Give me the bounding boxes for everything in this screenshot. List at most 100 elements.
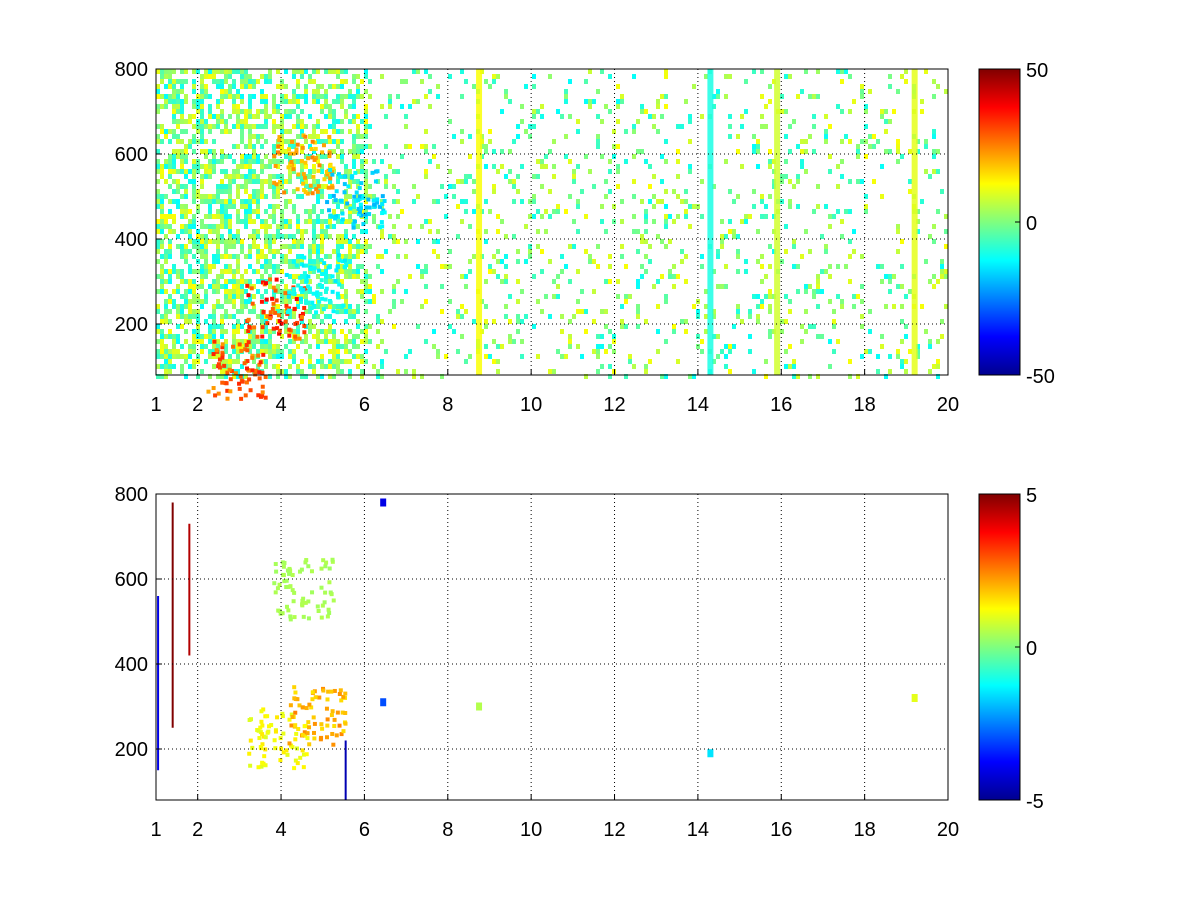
heatmap-cell xyxy=(264,344,268,349)
heatmap-cell xyxy=(272,364,276,369)
heatmap-blob-cell xyxy=(307,702,312,707)
heatmap-cell xyxy=(164,69,168,74)
heatmap-cell xyxy=(412,69,416,74)
colorbar-tick-label: 50 xyxy=(1026,60,1048,82)
heatmap-cell xyxy=(640,199,644,204)
heatmap-cell xyxy=(928,369,932,374)
heatmap-cell xyxy=(204,154,208,159)
heatmap-cell xyxy=(472,179,476,184)
heatmap-cell xyxy=(564,134,568,139)
heatmap-cell xyxy=(852,229,856,234)
heatmap-cell xyxy=(624,129,628,134)
heatmap-cell xyxy=(256,189,260,194)
heatmap-blob-cell xyxy=(250,745,255,750)
heatmap-cell xyxy=(292,279,296,284)
heatmap-cell xyxy=(164,194,168,199)
heatmap-cell xyxy=(228,154,232,159)
heatmap-cell xyxy=(340,284,344,289)
heatmap-cell xyxy=(164,214,168,219)
heatmap-cell xyxy=(196,189,200,194)
heatmap-cell xyxy=(840,109,844,114)
heatmap-cell xyxy=(304,154,308,159)
heatmap-cell xyxy=(276,349,280,354)
heatmap-cell xyxy=(768,289,772,294)
heatmap-cell xyxy=(596,369,600,374)
heatmap-cell xyxy=(188,284,192,289)
heatmap-cell xyxy=(292,274,296,279)
heatmap-cell xyxy=(272,104,276,109)
heatmap-cell xyxy=(652,284,656,289)
heatmap-blob-cell xyxy=(287,151,292,156)
heatmap-cell xyxy=(164,304,168,309)
heatmap-cell xyxy=(860,139,864,144)
heatmap-cell xyxy=(336,359,340,364)
heatmap-blob-cell xyxy=(324,169,329,174)
heatmap-cell xyxy=(780,109,784,114)
heatmap-cell xyxy=(168,239,172,244)
heatmap-cell xyxy=(172,269,176,274)
heatmap-cell xyxy=(356,364,360,369)
heatmap-cell xyxy=(888,84,892,89)
heatmap-cell xyxy=(320,359,324,364)
heatmap-cell xyxy=(240,284,244,289)
heatmap-cell xyxy=(824,134,828,139)
heatmap-cell xyxy=(168,244,172,249)
heatmap-blob-cell xyxy=(274,277,279,282)
heatmap-cell xyxy=(156,329,160,334)
heatmap-cell xyxy=(900,284,904,289)
heatmap-cell xyxy=(272,294,276,299)
heatmap-cell xyxy=(440,374,444,379)
heatmap-cell xyxy=(220,304,224,309)
heatmap-blob-cell xyxy=(240,379,245,384)
heatmap-cell xyxy=(204,269,208,274)
heatmap-cell xyxy=(316,159,320,164)
heatmap-cell xyxy=(324,329,328,334)
heatmap-cell xyxy=(876,139,880,144)
heatmap-cell xyxy=(224,339,228,344)
heatmap-cell xyxy=(224,314,228,319)
heatmap-cell xyxy=(220,199,224,204)
heatmap-cell xyxy=(344,304,348,309)
heatmap-cell xyxy=(364,114,368,119)
heatmap-cell xyxy=(260,169,264,174)
heatmap-blob-cell xyxy=(351,225,356,230)
heatmap-blob-cell xyxy=(282,190,287,195)
heatmap-cell xyxy=(856,294,860,299)
heatmap-blob-cell xyxy=(274,569,279,574)
heatmap-cell xyxy=(704,314,708,319)
heatmap-cell xyxy=(292,339,296,344)
heatmap-blob-cell xyxy=(303,175,308,180)
heatmap-cell xyxy=(164,84,168,89)
heatmap-cell xyxy=(816,94,820,99)
heatmap-cell xyxy=(832,349,836,354)
heatmap-cell xyxy=(616,84,620,89)
heatmap-blob-cell xyxy=(331,309,336,314)
heatmap-cell xyxy=(392,299,396,304)
heatmap-cell xyxy=(932,364,936,369)
heatmap-cell xyxy=(840,304,844,309)
heatmap-cell xyxy=(788,309,792,314)
heatmap-cell xyxy=(288,114,292,119)
heatmap-cell xyxy=(280,144,284,149)
heatmap-cell xyxy=(728,124,732,129)
heatmap-cell xyxy=(184,214,188,219)
heatmap-cell xyxy=(200,334,204,339)
heatmap-cell xyxy=(404,124,408,129)
heatmap-cell xyxy=(572,314,576,319)
heatmap-blob-cell xyxy=(284,604,289,609)
heatmap-cell xyxy=(176,184,180,189)
heatmap-cell xyxy=(240,79,244,84)
heatmap-blob-cell xyxy=(317,695,322,700)
heatmap-cell xyxy=(420,224,424,229)
heatmap-cell xyxy=(188,314,192,319)
heatmap-cell xyxy=(212,199,216,204)
heatmap-blob-cell xyxy=(277,179,282,184)
heatmap-cell xyxy=(328,279,332,284)
heatmap-cell xyxy=(764,359,768,364)
heatmap-cell xyxy=(228,264,232,269)
heatmap-cell xyxy=(188,144,192,149)
heatmap-cell xyxy=(224,214,228,219)
heatmap-cell xyxy=(244,304,248,309)
heatmap-blob-cell xyxy=(292,590,297,595)
heatmap-cell xyxy=(308,189,312,194)
